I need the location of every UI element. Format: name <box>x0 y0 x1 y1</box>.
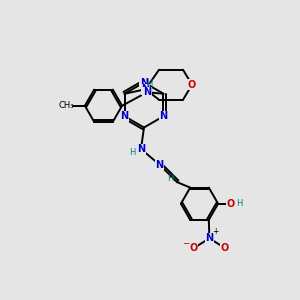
Text: H: H <box>129 148 136 157</box>
Text: +: + <box>212 227 219 236</box>
Text: O: O <box>226 199 235 209</box>
Text: N: N <box>121 111 129 121</box>
Text: H: H <box>146 79 152 88</box>
Text: N: N <box>205 233 214 243</box>
Text: H: H <box>236 199 242 208</box>
Text: O: O <box>190 243 198 253</box>
Text: N: N <box>137 144 145 154</box>
Text: −: − <box>182 238 190 247</box>
Text: N: N <box>159 111 167 121</box>
Text: O: O <box>221 243 229 253</box>
Text: O: O <box>188 80 196 90</box>
Text: N: N <box>155 160 164 170</box>
Text: H: H <box>167 174 174 183</box>
Text: N: N <box>142 84 150 94</box>
Text: N: N <box>143 87 151 97</box>
Text: N: N <box>140 77 148 88</box>
Text: CH₃: CH₃ <box>59 101 74 110</box>
